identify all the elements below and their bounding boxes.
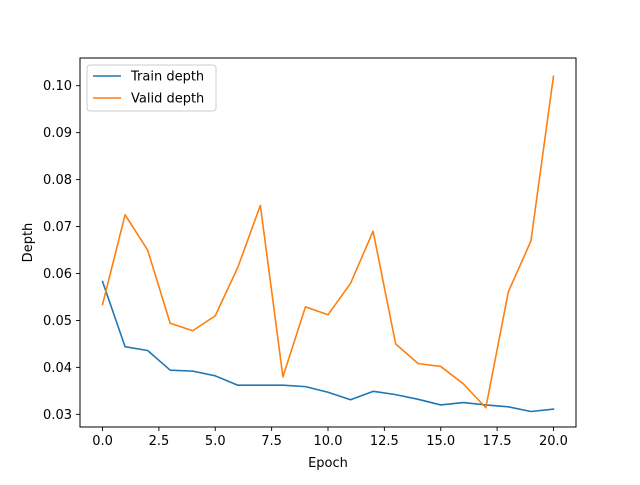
y-tick-label: 0.09 xyxy=(43,126,72,141)
legend: Train depth Valid depth xyxy=(86,64,217,112)
y-axis-label: Depth xyxy=(21,223,36,263)
series-layer xyxy=(101,75,555,413)
x-axis-ticks: 0.0 2.5 5.0 7.5 10.0 12.5 15.0 17.5 20.0 xyxy=(92,427,568,449)
series-line-valid-depth xyxy=(101,75,555,409)
legend-label-valid-depth: Valid depth xyxy=(131,92,204,107)
y-tick-label: 0.03 xyxy=(43,408,72,423)
series-line-train-depth xyxy=(101,280,555,413)
y-tick-label: 0.04 xyxy=(43,361,72,376)
x-tick-label: 7.5 xyxy=(261,434,282,449)
x-tick-label: 5.0 xyxy=(205,434,226,449)
y-tick-label: 0.06 xyxy=(43,267,72,282)
x-axis-label: Epoch xyxy=(308,456,348,471)
y-axis-ticks: 0.03 0.04 0.05 0.06 0.07 0.08 0.09 0.10 xyxy=(43,79,80,423)
x-tick-label: 2.5 xyxy=(149,434,170,449)
x-tick-label: 0.0 xyxy=(92,434,113,449)
x-tick-label: 20.0 xyxy=(539,434,568,449)
x-tick-label: 17.5 xyxy=(483,434,512,449)
y-tick-label: 0.07 xyxy=(43,220,72,235)
x-tick-label: 15.0 xyxy=(426,434,455,449)
y-tick-label: 0.05 xyxy=(43,314,72,329)
y-tick-label: 0.08 xyxy=(43,173,72,188)
x-tick-label: 10.0 xyxy=(314,434,343,449)
legend-label-train-depth: Train depth xyxy=(130,70,204,85)
x-tick-label: 12.5 xyxy=(370,434,399,449)
y-tick-label: 0.10 xyxy=(43,79,72,94)
